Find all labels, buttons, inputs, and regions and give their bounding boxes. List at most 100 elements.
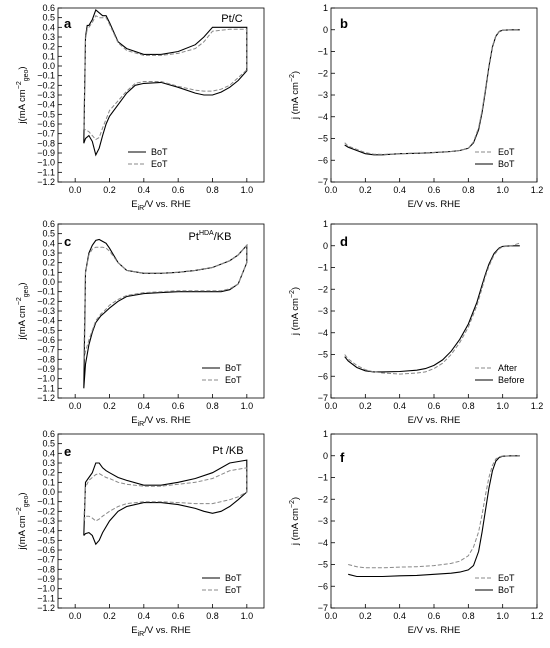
y-tick-label: 0.0 [42, 61, 55, 71]
y-tick-label: −0.9 [37, 574, 55, 584]
y-tick-label: 0.1 [42, 267, 55, 277]
y-axis-label-main: j (mA cm [290, 82, 301, 120]
x-tick-label: 0.0 [325, 611, 338, 621]
panel-title-main: Pt [189, 231, 199, 243]
x-tick-label: 0.4 [138, 401, 151, 411]
y-axis-label-sup: −2 [289, 500, 296, 508]
y-axis-label: j (mA cm−2) [289, 71, 301, 120]
panel-c: 0.0 0.2 0.4 0.6 0.8 1.00.60.50.40.30.20.10.0−… [16, 219, 265, 428]
x-tick-label: 0.6 [172, 185, 185, 195]
y-tick-label: −0.4 [37, 526, 55, 536]
legend-label: EoT [498, 147, 515, 157]
x-axis-label-rest: /V vs. RHE [144, 415, 190, 426]
y-axis-label: j (mA cm−2) [289, 287, 301, 336]
y-axis-label-sub: geo [23, 69, 30, 81]
x-tick-label: 0.2 [103, 611, 116, 621]
y-axis-label: j(mA cm−2geo) [16, 282, 30, 340]
y-tick-label: −0.1 [37, 497, 55, 507]
x-tick-label: 0.8 [462, 185, 475, 195]
panel-letter: c [64, 234, 71, 249]
x-axis-label: E/V vs. RHE [408, 199, 461, 210]
y-tick-label: 1 [323, 3, 328, 13]
legend-label: EoT [225, 375, 242, 385]
x-tick-label: 0.2 [359, 401, 372, 411]
x-axis-label: EiR/V vs. RHE [131, 625, 190, 638]
panel-title: Pt /KB [212, 445, 243, 457]
y-tick-label: 0.4 [42, 448, 55, 458]
x-tick-label: 0.0 [69, 401, 82, 411]
y-tick-label: −6 [318, 155, 328, 165]
y-tick-label: −3 [318, 90, 328, 100]
y-axis-label: j(mA cm−2geo) [16, 66, 30, 124]
y-tick-label: −0.5 [37, 109, 55, 119]
x-axis-label: EiR/V vs. RHE [131, 415, 190, 428]
y-tick-label: 0.4 [42, 22, 55, 32]
legend-label: BoT [225, 363, 242, 373]
y-tick-label: −0.4 [37, 316, 55, 326]
y-tick-label: −7 [318, 393, 328, 403]
x-tick-label: 0.6 [172, 611, 185, 621]
y-tick-label: −0.3 [37, 306, 55, 316]
x-tick-label: 0.6 [428, 611, 441, 621]
y-tick-label: −0.8 [37, 138, 55, 148]
y-tick-label: 0.5 [42, 439, 55, 449]
x-axis-label-main: E/V vs. RHE [408, 199, 461, 210]
series-line-eot [83, 467, 248, 522]
y-axis-label-end: ) [290, 71, 301, 74]
y-axis-label: j (mA cm−2) [289, 497, 301, 546]
x-axis-label: E/V vs. RHE [408, 625, 461, 636]
series-line-eot [83, 15, 248, 141]
y-axis-label: j(mA cm−2geo) [16, 492, 30, 550]
x-tick-label: 0.8 [462, 401, 475, 411]
series-line-after [344, 242, 520, 375]
x-tick-label: 0.8 [462, 611, 475, 621]
y-tick-label: −5 [318, 560, 328, 570]
panel-d: 0.0 0.2 0.4 0.6 0.8 1.0 1.2 1 0 −1 −2 −3 −4 −5 −6 −7 E/V… [289, 219, 543, 426]
x-axis-label: EiR/V vs. RHE [131, 199, 190, 212]
y-tick-label: 0.6 [42, 429, 55, 439]
legend-label: BoT [498, 159, 515, 169]
legend-label: EoT [225, 585, 242, 595]
x-tick-label: 0.2 [359, 185, 372, 195]
y-tick-label: −0.2 [37, 506, 55, 516]
y-tick-label: −6 [318, 581, 328, 591]
x-tick-label: 0.0 [325, 401, 338, 411]
x-tick-label: 1.2 [531, 611, 544, 621]
x-tick-label: 0.4 [393, 185, 406, 195]
legend: After Before [475, 363, 525, 385]
panel-b: 0.0 0.2 0.4 0.6 0.8 1.0 1.2 1 0 −1 −2 −3 −4 −5 −6 −7 E/V… [289, 3, 543, 210]
x-axis-label-rest: /V vs. RHE [144, 625, 190, 636]
y-tick-label: −7 [318, 177, 328, 187]
series-line-bot [348, 455, 520, 578]
y-axis-label-sup: −2 [16, 507, 23, 515]
panel-title-rest: /KB [214, 231, 232, 243]
x-tick-label: 0.4 [138, 611, 151, 621]
x-axis-label-main: E [131, 199, 137, 210]
panel-letter: e [64, 444, 71, 459]
y-tick-label: −0.2 [37, 80, 55, 90]
x-axis-label-rest: /V vs. RHE [144, 199, 190, 210]
y-tick-label: −2 [318, 284, 328, 294]
legend-label: BoT [225, 573, 242, 583]
y-tick-label: 1 [323, 429, 328, 439]
legend: EoT BoT [475, 147, 515, 169]
y-tick-label: −0.1 [37, 287, 55, 297]
y-tick-label: 0 [323, 451, 328, 461]
y-tick-label: −1.2 [37, 393, 55, 403]
x-axis-label: E/V vs. RHE [408, 415, 461, 426]
panel-title-sup: HDA [199, 230, 214, 237]
x-tick-label: 0.8 [206, 611, 219, 621]
x-axis-label-sub: iR [138, 205, 145, 212]
x-axis-label-main: E/V vs. RHE [408, 415, 461, 426]
y-axis-label-end: ) [17, 282, 28, 285]
y-tick-label: −0.7 [37, 555, 55, 565]
y-tick-label: 0.0 [42, 487, 55, 497]
y-tick-label: −0.7 [37, 345, 55, 355]
legend-label: After [498, 363, 517, 373]
y-tick-label: 0.6 [42, 3, 55, 13]
y-tick-label: −1.2 [37, 177, 55, 187]
y-tick-label: −0.4 [37, 100, 55, 110]
y-tick-label: −0.9 [37, 364, 55, 374]
y-tick-label: −0.3 [37, 516, 55, 526]
y-tick-label: −0.6 [37, 545, 55, 555]
